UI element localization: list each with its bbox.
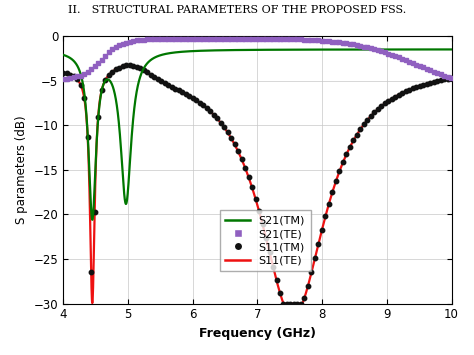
X-axis label: Frequency (GHz): Frequency (GHz) — [199, 327, 316, 340]
Legend: S21(TM), S21(TE), S11(TM), S11(TE): S21(TM), S21(TE), S11(TM), S11(TE) — [220, 210, 310, 271]
Y-axis label: S parameters (dB): S parameters (dB) — [15, 115, 28, 224]
Text: II.  STRUCTURAL PARAMETERS OF THE PROPOSED FSS.: II. STRUCTURAL PARAMETERS OF THE PROPOSE… — [68, 5, 406, 15]
